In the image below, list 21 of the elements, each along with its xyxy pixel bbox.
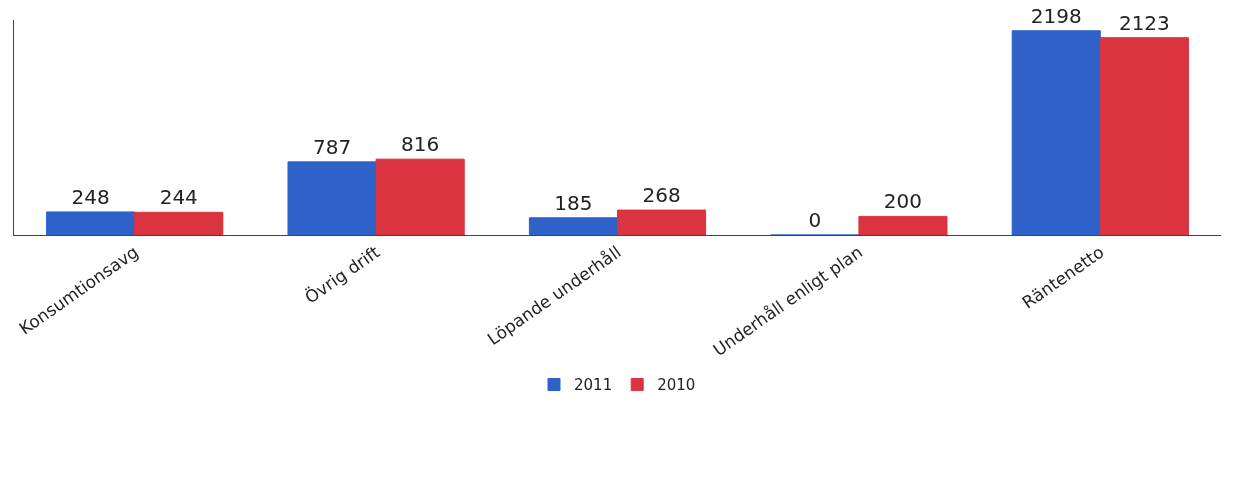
bar	[375, 158, 465, 235]
bar	[528, 217, 618, 235]
bar	[134, 211, 224, 235]
data-label: 248	[71, 184, 110, 209]
data-label: 268	[642, 183, 681, 208]
data-label: 244	[159, 185, 198, 210]
bar	[858, 215, 948, 235]
legend-label: 2010	[657, 376, 696, 395]
bar	[1011, 30, 1101, 235]
data-label: 200	[883, 189, 923, 214]
data-label: 2198	[1030, 3, 1082, 28]
bar	[46, 211, 136, 235]
bar	[287, 161, 377, 235]
data-label: 2123	[1118, 10, 1170, 35]
data-label: 787	[312, 134, 352, 159]
data-label: 185	[554, 190, 593, 215]
legend-label: 2011	[574, 376, 613, 395]
data-label: 0	[808, 208, 822, 232]
bar	[617, 209, 707, 235]
bar	[1099, 37, 1189, 235]
data-label: 816	[401, 132, 440, 157]
